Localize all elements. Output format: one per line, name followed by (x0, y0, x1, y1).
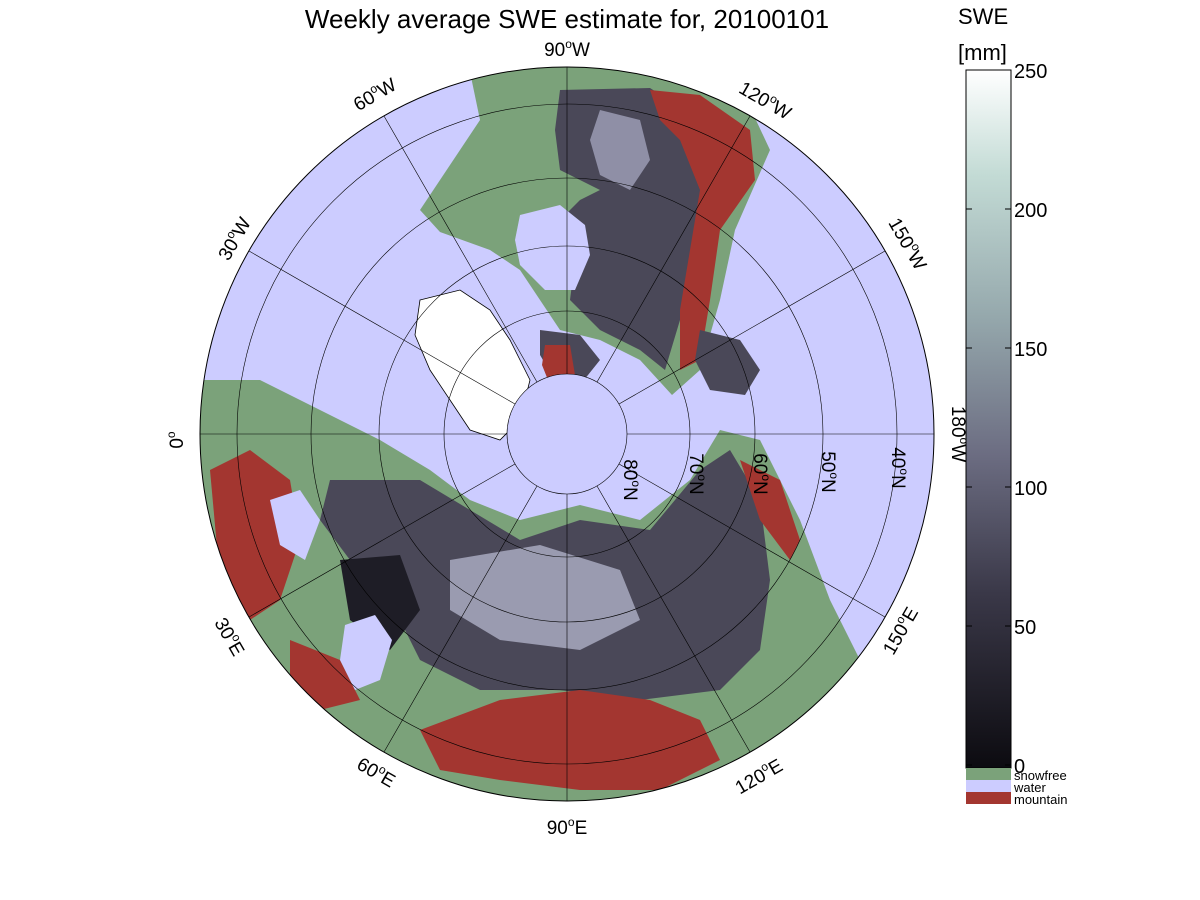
himalaya-mountains (420, 690, 720, 790)
caucasus-mountains (290, 640, 360, 710)
water-swatch (966, 780, 1011, 792)
arctic-ocean (507, 374, 627, 494)
lon-label-0: 0o (164, 431, 188, 449)
colorbar-gradient (965, 69, 1012, 769)
lon-label-120e: 120oE (730, 753, 786, 799)
colorbar-tick-50: 50 (1014, 617, 1036, 639)
lon-label-60w: 60oW (349, 72, 401, 116)
lon-label-180w: 180oW (947, 406, 971, 462)
map-title: Weekly average SWE estimate for, 2010010… (305, 4, 829, 34)
colorbar-tick-100: 100 (1014, 478, 1047, 500)
rocky-mountains (650, 90, 755, 370)
lat-label-70n: 70oN (685, 453, 709, 495)
caspian-sea (340, 615, 392, 690)
far-east-mountains (740, 460, 800, 560)
colorbar-tick-labels: 250 200 150 100 50 0 (1014, 61, 1047, 778)
baltic-sea (270, 490, 320, 560)
colorbar-ticks (966, 69, 1011, 766)
mountain-swatch (966, 792, 1011, 804)
colorbar-tick-200: 200 (1014, 200, 1047, 222)
lon-label-90w: 90oW (544, 37, 590, 61)
longitude-grid (200, 67, 934, 801)
north-america-deep-snow (590, 110, 650, 190)
globe-border (199, 66, 935, 802)
lat-label-50n: 50oN (817, 451, 841, 493)
hudson-bay (515, 205, 590, 290)
category-legend: snowfree water mountain (966, 768, 1067, 807)
snowfree-label: snowfree (1014, 768, 1067, 783)
colorbar-title-line2: [mm] (958, 40, 1007, 65)
lat-label-40n: 40oN (887, 447, 911, 489)
lat-label-60n: 60oN (749, 453, 773, 495)
colorbar-title-line1: SWE (958, 4, 1008, 29)
mountain-label: mountain (1014, 792, 1067, 807)
colorbar: SWE [mm] 250 200 150 100 50 0 snowfree w… (958, 4, 1067, 807)
siberia-deep-snow (450, 545, 640, 650)
water-label: water (1013, 780, 1046, 795)
colorbar-tick-150: 150 (1014, 339, 1047, 361)
colorbar-tick-0: 0 (1014, 756, 1025, 778)
lat-label-80n: 80oN (619, 459, 643, 501)
polar-globe (200, 67, 934, 801)
alaska (695, 330, 760, 395)
scandinavian-mountains (210, 450, 300, 620)
colorbar-tick-250: 250 (1014, 61, 1047, 83)
snowfree-swatch (966, 768, 1011, 780)
lon-label-30e: 30oE (210, 613, 251, 660)
lon-label-90e: 90oE (547, 815, 588, 839)
latitude-labels: 80oN 70oN 60oN 50oN 40oN (619, 447, 911, 501)
